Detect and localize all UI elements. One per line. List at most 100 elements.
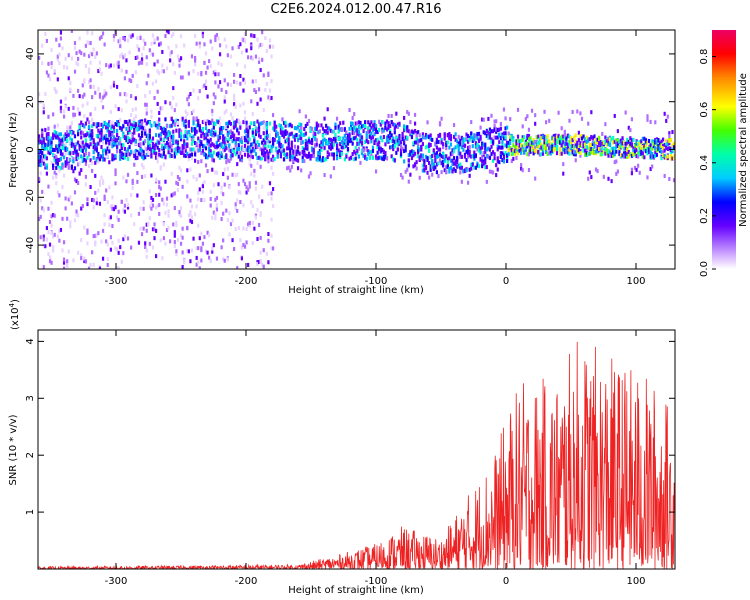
spectrogram-cell: [654, 153, 657, 158]
spectrogram-cell: [326, 155, 329, 160]
spectrogram-cell: [481, 145, 484, 150]
spectrogram-cell: [147, 73, 150, 78]
spectrogram-cell: [222, 257, 225, 262]
spectrogram-cell: [105, 63, 108, 68]
spectrogram-cell: [225, 208, 228, 213]
spectrogram-cell: [142, 200, 145, 205]
spectrogram-cell: [198, 236, 201, 241]
spectrogram-cell: [225, 121, 228, 126]
spectrogram-cell: [158, 133, 161, 138]
spectrogram-cell: [162, 137, 165, 142]
spectrogram-cell: [501, 158, 504, 163]
spectrogram-cell: [672, 178, 675, 183]
spectrogram-cell: [126, 122, 130, 127]
spectrogram-cell: [59, 166, 63, 171]
spectrogram-cell: [92, 198, 95, 203]
spectrogram-cell: [429, 137, 432, 142]
spectrogram-cell: [151, 227, 155, 232]
spectrogram-cell: [413, 163, 417, 168]
spectrogram-cell: [624, 146, 627, 151]
spectrogram-cell: [133, 130, 136, 135]
spectrogram-cell: [552, 148, 555, 153]
spectrogram-cell: [343, 138, 346, 143]
spectrogram-cell: [262, 120, 265, 125]
spectrogram-cell: [359, 136, 362, 141]
spectrogram-cell: [325, 123, 328, 128]
spectrogram-cell: [134, 139, 137, 144]
spectrogram-cell: [229, 153, 233, 158]
spectrogram-cell: [404, 127, 407, 132]
spectrogram-cell: [251, 155, 254, 160]
spectrogram-cell: [116, 128, 119, 133]
spectrogram-cell: [429, 155, 432, 160]
spectrogram-cell: [259, 211, 262, 216]
spectrogram-cell: [496, 128, 499, 133]
spectrogram-cell: [47, 131, 50, 136]
spectrogram-cell: [67, 126, 70, 131]
spectrogram-cell: [275, 148, 278, 153]
spectrogram-cell: [594, 137, 598, 142]
spectrogram-cell: [554, 133, 557, 138]
spectrogram-cell: [563, 129, 566, 134]
spectrogram-cell: [276, 150, 279, 155]
spectrogram-cell: [192, 119, 195, 124]
spectrogram-cell: [646, 140, 649, 145]
spectrogram-cell: [55, 160, 58, 165]
spectrogram-cell: [86, 202, 89, 207]
spectrogram-cell: [270, 191, 273, 196]
spectrogram-cell: [320, 147, 323, 152]
spectrogram-cell: [465, 158, 468, 163]
spectrogram-cell: [81, 149, 84, 154]
spectrogram-cell: [576, 148, 579, 153]
spectrogram-cell: [45, 156, 48, 161]
spectrogram-cell: [192, 175, 195, 180]
spectrogram-cell: [203, 119, 206, 124]
spectrogram-cell: [139, 125, 142, 130]
spectrogram-cell: [477, 131, 481, 136]
spectrogram-cell: [62, 266, 66, 269]
spectrogram-cell: [139, 136, 142, 141]
spectrogram-cell: [343, 157, 346, 162]
spectrogram-cell: [214, 216, 217, 221]
spectrogram-cell: [576, 140, 579, 145]
spectrogram-cell: [304, 142, 307, 147]
spectrogram-cell: [337, 148, 340, 153]
spectrogram-cell: [247, 138, 250, 143]
spectrogram-cell: [438, 121, 442, 126]
spectrogram-cell: [368, 150, 371, 155]
spectrogram-cell: [72, 150, 75, 155]
spectrogram-cell: [498, 160, 501, 165]
spectrogram-cell: [64, 160, 67, 165]
spectrogram-cell: [153, 62, 156, 67]
spectrogram-cell: [69, 140, 72, 145]
spectrogram-cell: [579, 151, 582, 156]
spectrogram-cell: [532, 142, 535, 147]
spectrogram-cell: [265, 154, 268, 159]
spectrogram-cell: [48, 147, 52, 152]
spectrogram-cell: [56, 57, 59, 62]
spectrogram-cell: [95, 201, 98, 206]
spectrogram-cell: [428, 135, 431, 140]
spectrogram-cell: [159, 238, 162, 243]
spectrogram-cell: [588, 170, 591, 175]
spectrogram-cell: [306, 146, 309, 151]
spectrogram-cell: [44, 163, 47, 168]
spectrogram-cell: [418, 133, 421, 138]
spectrogram-cell: [78, 94, 81, 99]
snr-series-line: [38, 341, 675, 569]
spectrogram-cell: [192, 134, 195, 139]
spectrogram-cell: [209, 258, 212, 263]
spectrogram-cell: [108, 141, 111, 146]
spectrogram-cell: [345, 154, 348, 159]
spectrogram-cell: [247, 222, 250, 227]
spectrogram-cell: [125, 198, 128, 203]
spectrogram-y-tick-label: 0: [25, 146, 36, 152]
spectrogram-cell: [175, 151, 178, 156]
spectrogram-cell: [220, 141, 223, 146]
spectrogram-cell: [56, 147, 59, 152]
spectrogram-cell: [417, 145, 420, 150]
spectrogram-cell: [203, 42, 206, 47]
spectrogram-cell: [186, 179, 189, 184]
spectrogram-cell: [647, 149, 651, 154]
spectrogram-cell: [170, 193, 173, 198]
